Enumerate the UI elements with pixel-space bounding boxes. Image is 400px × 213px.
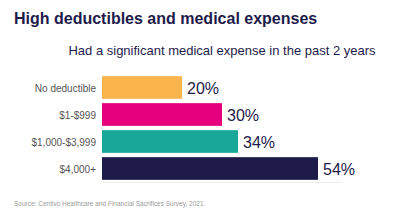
- data-label: 54%: [323, 161, 355, 178]
- data-label: 20%: [187, 80, 219, 97]
- chart-svg: High deductibles and medical expenses Had…: [0, 0, 400, 213]
- category-label: No deductible: [35, 83, 97, 94]
- category-label: $4,000+: [60, 164, 97, 175]
- category-label: $1-$999: [59, 110, 96, 121]
- source: Source: Centivo Healthcare and Financial…: [14, 200, 206, 208]
- bars: [102, 76, 318, 180]
- data-label: 30%: [227, 107, 259, 124]
- data-label: 34%: [243, 134, 275, 151]
- title: High deductibles and medical expenses: [14, 10, 317, 27]
- category-label: $1,000-$3,999: [31, 137, 96, 148]
- subtitle: Had a significant medical expense in the…: [68, 43, 376, 58]
- bar: [102, 103, 222, 126]
- bar: [102, 76, 182, 99]
- x-axis-line: [102, 182, 342, 183]
- bar: [102, 130, 238, 153]
- bar: [102, 157, 318, 180]
- chart-container: High deductibles and medical expenses Had…: [0, 0, 400, 213]
